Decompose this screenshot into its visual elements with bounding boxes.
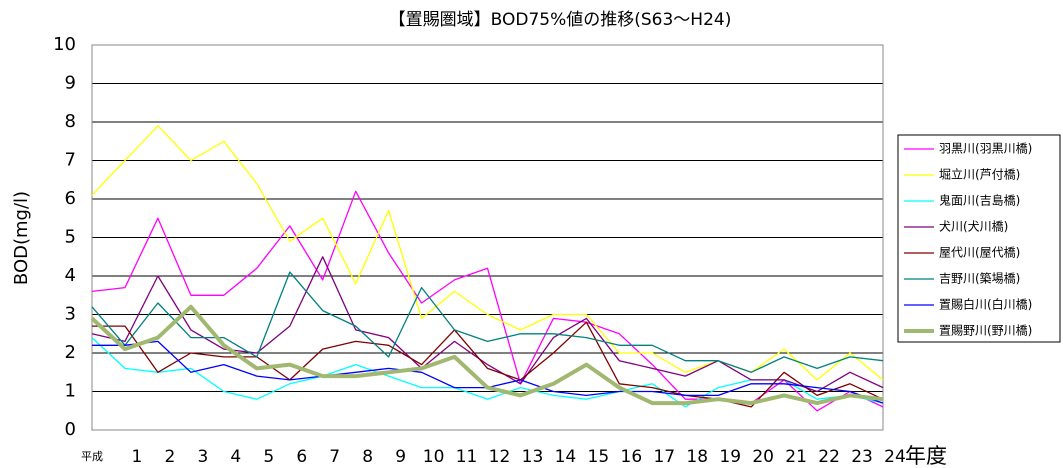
legend-label: 羽黒川(羽黒川橋) bbox=[939, 142, 1032, 156]
y-tick-label: 7 bbox=[65, 150, 76, 171]
legend-label: 屋代川(屋代橋) bbox=[939, 246, 1020, 260]
x-tick-label: 1 bbox=[132, 447, 143, 467]
legend-label: 犬川(犬川橋) bbox=[939, 220, 1008, 234]
x-tick-label: 10 bbox=[423, 447, 445, 467]
chart-title: 【置賜圏域】BOD75%値の推移(S63～H24) bbox=[389, 10, 732, 30]
legend-label: 吉野川(築場橋) bbox=[939, 271, 1020, 286]
y-tick-label: 4 bbox=[65, 265, 76, 286]
x-tick-label: 20 bbox=[752, 447, 774, 467]
series-line bbox=[91, 190, 884, 412]
x-tick-label: 23 bbox=[851, 447, 873, 467]
x-tick-label: 19 bbox=[719, 447, 741, 467]
legend-label: 置賜白川(白川橋) bbox=[939, 297, 1032, 312]
x-tick-label: 3 bbox=[197, 447, 208, 467]
x-tick-label: 4 bbox=[230, 447, 241, 467]
x-tick-label: 6 bbox=[296, 447, 307, 467]
x-tick-label: 8 bbox=[362, 447, 373, 467]
legend-label: 堀立川(芦付橋) bbox=[939, 167, 1020, 182]
legend-label: 鬼面川(吉島橋) bbox=[939, 193, 1020, 208]
x-tick-label: 14 bbox=[555, 447, 577, 467]
y-tick-label: 10 bbox=[53, 34, 76, 55]
y-tick-label: 8 bbox=[65, 111, 76, 132]
series-line bbox=[92, 321, 884, 408]
y-tick-label: 1 bbox=[65, 381, 76, 402]
x-tick-label: 5 bbox=[263, 447, 274, 467]
x-tick-label: 12 bbox=[489, 447, 511, 467]
plot-border bbox=[91, 44, 884, 431]
y-tick-label: 2 bbox=[65, 342, 76, 363]
x-tick-label: 17 bbox=[653, 447, 675, 467]
x-axis-label: 年度 bbox=[905, 444, 947, 468]
y-tick-label: 9 bbox=[65, 73, 76, 94]
x-tick-label: 22 bbox=[818, 447, 840, 467]
series-line bbox=[91, 337, 884, 408]
x-tick-label: 15 bbox=[588, 447, 610, 467]
series-line bbox=[91, 256, 884, 393]
x-tick-label: 21 bbox=[785, 447, 807, 467]
y-tick-label: 0 bbox=[65, 419, 76, 440]
y-tick-label: 5 bbox=[65, 227, 76, 248]
x-tick-label: 2 bbox=[165, 447, 176, 467]
x-tick-label: 24 bbox=[884, 447, 906, 467]
x-tick-label: 9 bbox=[395, 447, 406, 467]
x-tick-label: 7 bbox=[329, 447, 340, 467]
x-tick-label: 18 bbox=[686, 447, 708, 467]
x-tick-label: 11 bbox=[456, 447, 478, 467]
legend-box bbox=[897, 134, 1061, 343]
x-tick-label: 平成 bbox=[81, 450, 103, 463]
series-line bbox=[90, 304, 884, 406]
series-line bbox=[91, 271, 884, 373]
x-tick-label: 13 bbox=[522, 447, 544, 467]
x-tick-label: 16 bbox=[621, 447, 643, 467]
y-tick-label: 3 bbox=[65, 304, 76, 325]
y-tick-label: 6 bbox=[65, 188, 76, 209]
y-axis-label: BOD(mg/l) bbox=[11, 191, 32, 285]
legend-label: 置賜野川(野川橋) bbox=[939, 324, 1032, 338]
